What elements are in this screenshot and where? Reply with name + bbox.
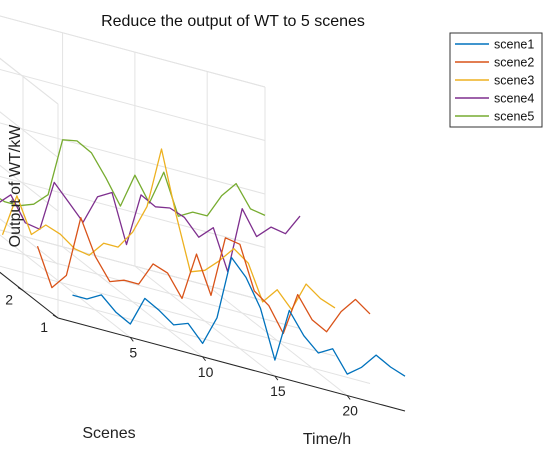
x-tick-mark xyxy=(274,375,279,381)
x-tick-mark xyxy=(202,356,206,362)
x-tick-label: 5 xyxy=(129,344,137,360)
series-line-scene2 xyxy=(36,217,371,335)
legend: scene1 scene2 scene3 scene4 scene5 xyxy=(449,32,543,128)
x-tick-label: 20 xyxy=(342,403,358,419)
gridline-left-z xyxy=(0,57,59,105)
gridline-floor-y xyxy=(0,265,336,357)
y-tick-label: 2 xyxy=(5,292,13,308)
series-line-scene3 xyxy=(1,148,336,311)
gridline-back-z xyxy=(0,175,266,248)
legend-label-scene4: scene4 xyxy=(494,92,534,106)
series-line-scene5 xyxy=(0,139,266,217)
x-tick-mark xyxy=(346,395,351,400)
legend-label-scene2: scene2 xyxy=(494,56,534,70)
x-tick-label: 15 xyxy=(270,383,286,399)
x-axis-line xyxy=(57,317,406,412)
gridline-floor-y xyxy=(22,290,371,384)
gridline-left-z xyxy=(0,218,59,265)
tick-layer: 51015201234502468 xyxy=(5,292,358,419)
legend-label-scene3: scene3 xyxy=(494,74,534,88)
gridline-left-z xyxy=(0,111,59,158)
y-axis-line xyxy=(0,271,59,319)
chart-title: Reduce the output of WT to 5 scenes xyxy=(101,13,365,30)
series-layer xyxy=(0,139,406,377)
box-edge xyxy=(0,15,266,88)
x-tick-mark xyxy=(129,337,134,342)
y-tick-label: 1 xyxy=(40,319,48,335)
grid-layer xyxy=(0,15,406,412)
z-axis-label: Output of WT/kW xyxy=(7,124,24,248)
y-axis-label: Scenes xyxy=(82,425,135,442)
series-line-scene1 xyxy=(72,256,406,377)
axis-layer xyxy=(0,271,406,412)
y-tick-mark xyxy=(52,314,59,319)
gridline-back-z xyxy=(0,122,266,195)
x-tick-label: 10 xyxy=(198,364,214,380)
series-line-scene4 xyxy=(0,181,301,273)
gridline-back-z xyxy=(0,68,266,141)
legend-label-scene1: scene1 xyxy=(494,38,534,52)
gridline-floor-y xyxy=(0,247,301,329)
gridline-left-z xyxy=(0,164,59,212)
y-tick-mark xyxy=(17,287,24,291)
box-edge xyxy=(0,57,59,105)
legend-label-scene5: scene5 xyxy=(494,110,534,124)
x-axis-label: Time/h xyxy=(303,431,351,448)
